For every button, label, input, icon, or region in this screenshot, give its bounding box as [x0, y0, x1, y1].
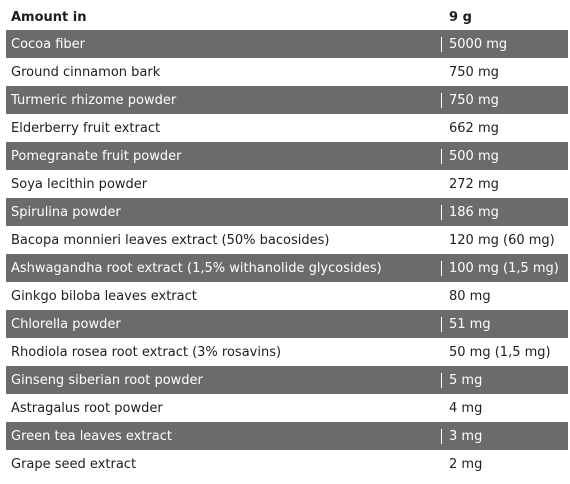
header-ingredient: Amount in [11, 9, 87, 25]
ingredient-name: Ginkgo biloba leaves extract [6, 288, 442, 304]
table-row: Soya lecithin powder 272 mg [6, 170, 568, 198]
ingredient-amount: 750 mg [449, 64, 499, 80]
ingredients-table: Amount in 9 g Cocoa fiber 5000 mg Ground… [6, 4, 568, 478]
ingredient-amount: 100 mg (1,5 mg) [449, 260, 559, 276]
ingredient-name: Pomegranate fruit powder [6, 148, 442, 164]
header-amount: 9 g [449, 9, 472, 25]
table-row: Spirulina powder 186 mg [6, 198, 568, 226]
table-row: Ashwagandha root extract (1,5% withanoli… [6, 254, 568, 282]
table-header: Amount in 9 g [6, 4, 568, 30]
table-row: Cocoa fiber 5000 mg [6, 30, 568, 58]
table-row: Green tea leaves extract 3 mg [6, 422, 568, 450]
ingredient-amount: 2 mg [449, 456, 483, 472]
ingredient-name: Ginseng siberian root powder [6, 372, 442, 388]
ingredient-amount: 3 mg [449, 428, 483, 444]
table-row: Ground cinnamon bark 750 mg [6, 58, 568, 86]
ingredient-amount: 51 mg [449, 316, 491, 332]
ingredient-name: Bacopa monnieri leaves extract (50% baco… [6, 232, 442, 248]
ingredient-amount: 5000 mg [449, 36, 508, 52]
table-row: Grape seed extract 2 mg [6, 450, 568, 478]
ingredient-name: Grape seed extract [6, 456, 442, 472]
ingredient-amount: 186 mg [449, 204, 499, 220]
table-row: Turmeric rhizome powder 750 mg [6, 86, 568, 114]
table-row: Chlorella powder 51 mg [6, 310, 568, 338]
table-row: Pomegranate fruit powder 500 mg [6, 142, 568, 170]
table-row: Astragalus root powder 4 mg [6, 394, 568, 422]
ingredient-amount: 500 mg [449, 148, 499, 164]
ingredient-amount: 4 mg [449, 400, 483, 416]
ingredient-amount: 5 mg [449, 372, 483, 388]
ingredient-name: Ashwagandha root extract (1,5% withanoli… [6, 260, 442, 276]
ingredient-amount: 662 mg [449, 120, 499, 136]
ingredient-name: Turmeric rhizome powder [6, 92, 442, 108]
ingredient-name: Astragalus root powder [6, 400, 442, 416]
ingredient-name: Rhodiola rosea root extract (3% rosavins… [6, 344, 442, 360]
ingredient-name: Spirulina powder [6, 204, 442, 220]
table-row: Rhodiola rosea root extract (3% rosavins… [6, 338, 568, 366]
table-row: Ginkgo biloba leaves extract 80 mg [6, 282, 568, 310]
table-row: Ginseng siberian root powder 5 mg [6, 366, 568, 394]
ingredient-name: Green tea leaves extract [6, 428, 442, 444]
ingredient-amount: 80 mg [449, 288, 491, 304]
ingredient-amount: 50 mg (1,5 mg) [449, 344, 551, 360]
ingredient-name: Chlorella powder [6, 316, 442, 332]
table-row: Elderberry fruit extract 662 mg [6, 114, 568, 142]
table-row: Bacopa monnieri leaves extract (50% baco… [6, 226, 568, 254]
ingredient-amount: 120 mg (60 mg) [449, 232, 555, 248]
ingredient-name: Cocoa fiber [6, 36, 442, 52]
ingredient-name: Elderberry fruit extract [6, 120, 442, 136]
ingredient-name: Soya lecithin powder [6, 176, 442, 192]
ingredient-name: Ground cinnamon bark [6, 64, 442, 80]
ingredient-amount: 750 mg [449, 92, 499, 108]
ingredient-amount: 272 mg [449, 176, 499, 192]
